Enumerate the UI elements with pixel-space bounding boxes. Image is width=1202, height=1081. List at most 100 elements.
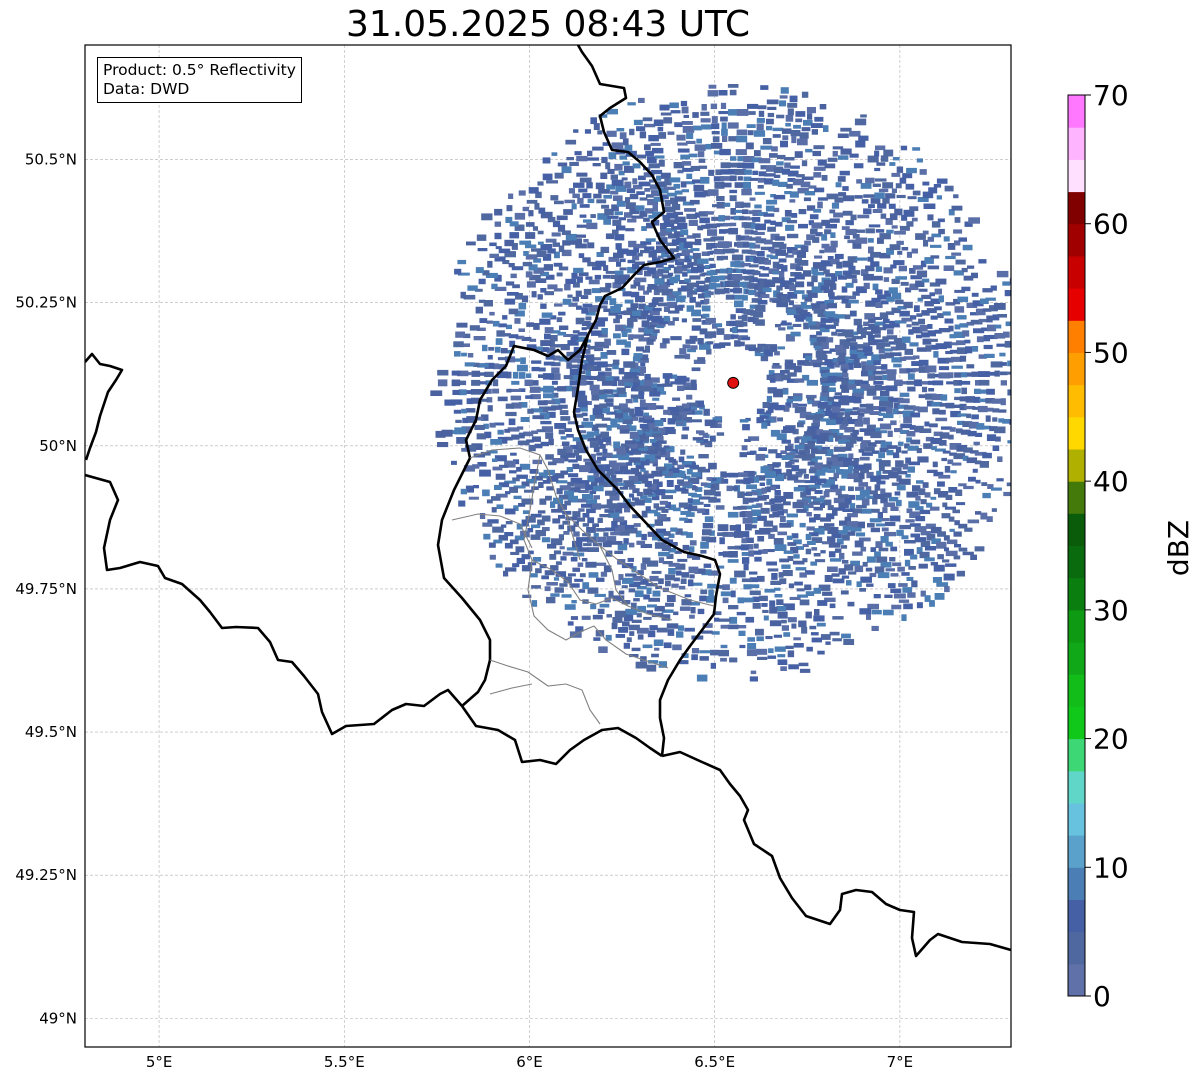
- echo-cell: [496, 504, 504, 509]
- echo-cell: [576, 441, 585, 448]
- echo-cell: [741, 188, 752, 196]
- echo-cell: [830, 240, 838, 248]
- echo-cell: [596, 528, 606, 532]
- echo-cell: [617, 425, 629, 430]
- echo-cell: [951, 365, 963, 369]
- echo-cell: [693, 125, 702, 131]
- echo-cell: [953, 331, 965, 338]
- echo-cell: [618, 171, 625, 176]
- echo-cell: [879, 354, 886, 359]
- echo-cell: [773, 390, 783, 398]
- echo-cell: [774, 490, 781, 496]
- echo-cell: [948, 209, 955, 216]
- echo-cell: [856, 229, 866, 233]
- echo-cell: [816, 478, 827, 484]
- echo-cell: [550, 501, 556, 508]
- echo-cell: [581, 480, 590, 485]
- echo-cell: [720, 591, 731, 597]
- echo-cell: [968, 217, 980, 224]
- echo-cell: [748, 275, 755, 283]
- echo-cell: [898, 265, 907, 272]
- echo-cell: [916, 270, 928, 278]
- echo-cell: [641, 510, 648, 518]
- echo-cell: [671, 583, 679, 588]
- echo-cell: [901, 614, 907, 621]
- echo-cell: [681, 106, 689, 114]
- echo-cell: [513, 505, 519, 511]
- echo-cell: [858, 537, 871, 542]
- echo-cell: [832, 638, 842, 642]
- echo-cell: [707, 251, 714, 255]
- echo-cell: [624, 372, 632, 379]
- echo-cell: [561, 230, 571, 235]
- echo-cell: [653, 196, 665, 202]
- echo-cell: [578, 498, 587, 503]
- echo-cell: [956, 570, 965, 577]
- echo-cell: [1013, 400, 1019, 406]
- echo-cell: [858, 449, 865, 453]
- echo-cell: [797, 422, 804, 428]
- echo-cell: [519, 463, 531, 470]
- echo-cell: [709, 435, 716, 442]
- echo-cell: [678, 304, 685, 308]
- echo-cell: [656, 391, 667, 395]
- echo-cell: [858, 412, 865, 417]
- echo-cell: [906, 380, 917, 385]
- echo-cell: [782, 509, 788, 514]
- echo-cell: [672, 414, 683, 421]
- echo-cell: [737, 472, 748, 477]
- echo-cell: [795, 281, 805, 288]
- echo-cell: [907, 445, 919, 451]
- echo-cell: [715, 288, 725, 295]
- echo-cell: [954, 388, 961, 394]
- echo-cell: [621, 600, 631, 605]
- echo-cell: [663, 446, 675, 453]
- echo-cell: [927, 380, 935, 385]
- echo-cell: [640, 459, 650, 466]
- echo-cell: [743, 477, 751, 485]
- echo-cell: [702, 529, 712, 536]
- echo-cell: [916, 347, 927, 352]
- echo-cell: [873, 360, 881, 365]
- echo-cell: [820, 392, 830, 399]
- echo-cell: [825, 449, 834, 457]
- echo-cell: [531, 248, 542, 252]
- echo-cell: [904, 559, 911, 567]
- echo-cell: [652, 211, 664, 217]
- echo-cell: [640, 241, 652, 245]
- echo-cell: [747, 451, 755, 455]
- echo-cell: [890, 546, 898, 552]
- echo-cell: [489, 422, 496, 428]
- echo-cell: [603, 389, 613, 394]
- echo-cell: [774, 404, 785, 411]
- echo-cell: [912, 147, 921, 151]
- echo-cell: [887, 430, 893, 437]
- echo-cell: [813, 208, 822, 213]
- echo-cell: [490, 439, 503, 445]
- echo-cell: [658, 557, 665, 563]
- echo-cell: [767, 655, 777, 659]
- echo-cell: [914, 526, 927, 533]
- echo-cell: [492, 320, 500, 327]
- echo-cell: [825, 407, 832, 413]
- echo-cell: [568, 473, 579, 478]
- echo-cell: [937, 218, 945, 223]
- echo-cell: [762, 287, 772, 293]
- echo-cell: [606, 411, 617, 415]
- echo-cell: [629, 527, 638, 534]
- echo-cell: [516, 426, 524, 430]
- echo-cell: [814, 462, 823, 468]
- echo-cell: [886, 229, 894, 234]
- echo-cell: [1025, 339, 1031, 345]
- echo-cell: [681, 161, 692, 166]
- echo-cell: [873, 406, 880, 411]
- echo-cell: [528, 187, 539, 194]
- echo-cell: [848, 265, 856, 271]
- echo-cell: [767, 407, 774, 413]
- echo-cell: [821, 175, 828, 181]
- lat-tick-label: 50.5°N: [25, 151, 77, 169]
- echo-cell: [889, 244, 901, 251]
- echo-cell: [997, 456, 1003, 462]
- echo-cell: [874, 321, 886, 326]
- echo-cell: [651, 470, 663, 477]
